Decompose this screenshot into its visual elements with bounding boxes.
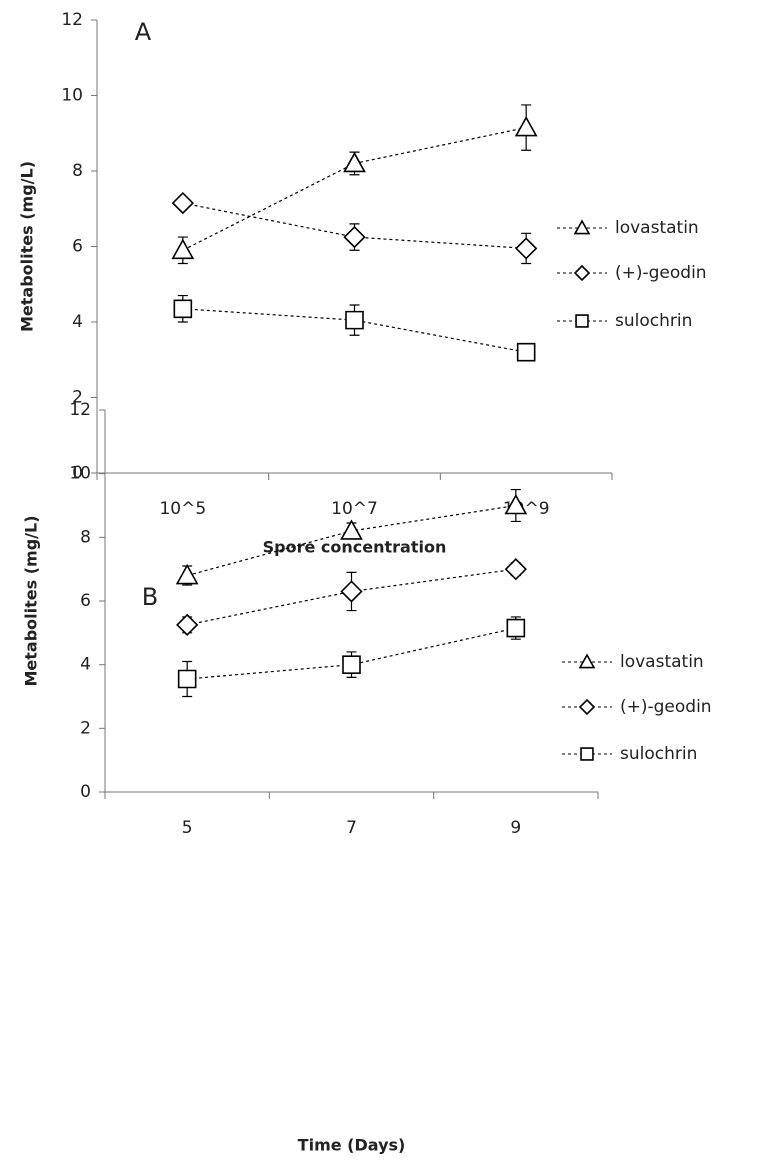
marker — [514, 115, 538, 137]
y-tick-label: 0 — [72, 463, 83, 483]
y-tick-label: 12 — [61, 10, 83, 30]
marker — [504, 493, 528, 515]
series-line — [187, 568, 516, 626]
legend-marker — [573, 219, 591, 235]
y-tick-label: 10 — [69, 464, 91, 484]
legend-marker — [573, 264, 591, 282]
legend-marker — [578, 698, 596, 716]
legend-marker — [575, 314, 589, 328]
marker — [506, 618, 526, 638]
x-tick-label: 5 — [182, 818, 193, 838]
y-tick-label: 4 — [80, 655, 91, 675]
y-axis-label: Metabolites (mg/L) — [22, 515, 41, 686]
marker — [345, 310, 364, 330]
y-tick-label: 0 — [80, 782, 91, 802]
x-tick-label: 10^5 — [159, 499, 206, 519]
x-axis-label: Time (Days) — [298, 1136, 406, 1155]
legend-label: lovastatin — [620, 652, 704, 672]
y-tick-label: 10 — [61, 86, 83, 106]
marker — [175, 563, 199, 585]
marker — [342, 655, 361, 674]
y-axis-label: Metabolites (mg/L) — [18, 161, 37, 332]
legend-marker — [580, 747, 594, 761]
marker — [504, 558, 527, 581]
marker — [173, 299, 193, 319]
x-tick-label: 10^7 — [331, 499, 378, 519]
marker — [340, 519, 363, 540]
y-tick-label: 6 — [80, 591, 91, 611]
y-tick-label: 4 — [72, 312, 83, 332]
y-tick-label: 8 — [80, 527, 91, 547]
y-tick-label: 6 — [72, 237, 83, 257]
y-tick-label: 2 — [72, 388, 83, 408]
legend-label: sulochrin — [620, 744, 697, 764]
panel-label: B — [142, 583, 158, 611]
x-tick-label: 7 — [346, 818, 357, 838]
legend-label: (+)-geodin — [615, 263, 707, 283]
legend-marker — [578, 653, 596, 669]
y-tick-label: 12 — [69, 400, 91, 420]
y-tick-label: 2 — [80, 718, 91, 738]
marker — [177, 669, 197, 689]
marker — [515, 237, 538, 260]
marker — [176, 613, 199, 637]
marker — [343, 151, 366, 173]
legend-label: sulochrin — [615, 311, 692, 331]
legend-label: lovastatin — [615, 218, 699, 238]
x-axis-label: Spore concentration — [263, 538, 447, 557]
marker — [340, 580, 363, 603]
x-tick-label: 9 — [510, 818, 521, 838]
legend-label: (+)-geodin — [620, 697, 712, 717]
marker — [171, 191, 194, 215]
marker — [516, 342, 536, 362]
series-line — [182, 308, 527, 353]
panel-label: A — [135, 18, 152, 46]
y-tick-label: 8 — [72, 161, 83, 181]
marker — [171, 238, 195, 260]
marker — [343, 225, 366, 249]
